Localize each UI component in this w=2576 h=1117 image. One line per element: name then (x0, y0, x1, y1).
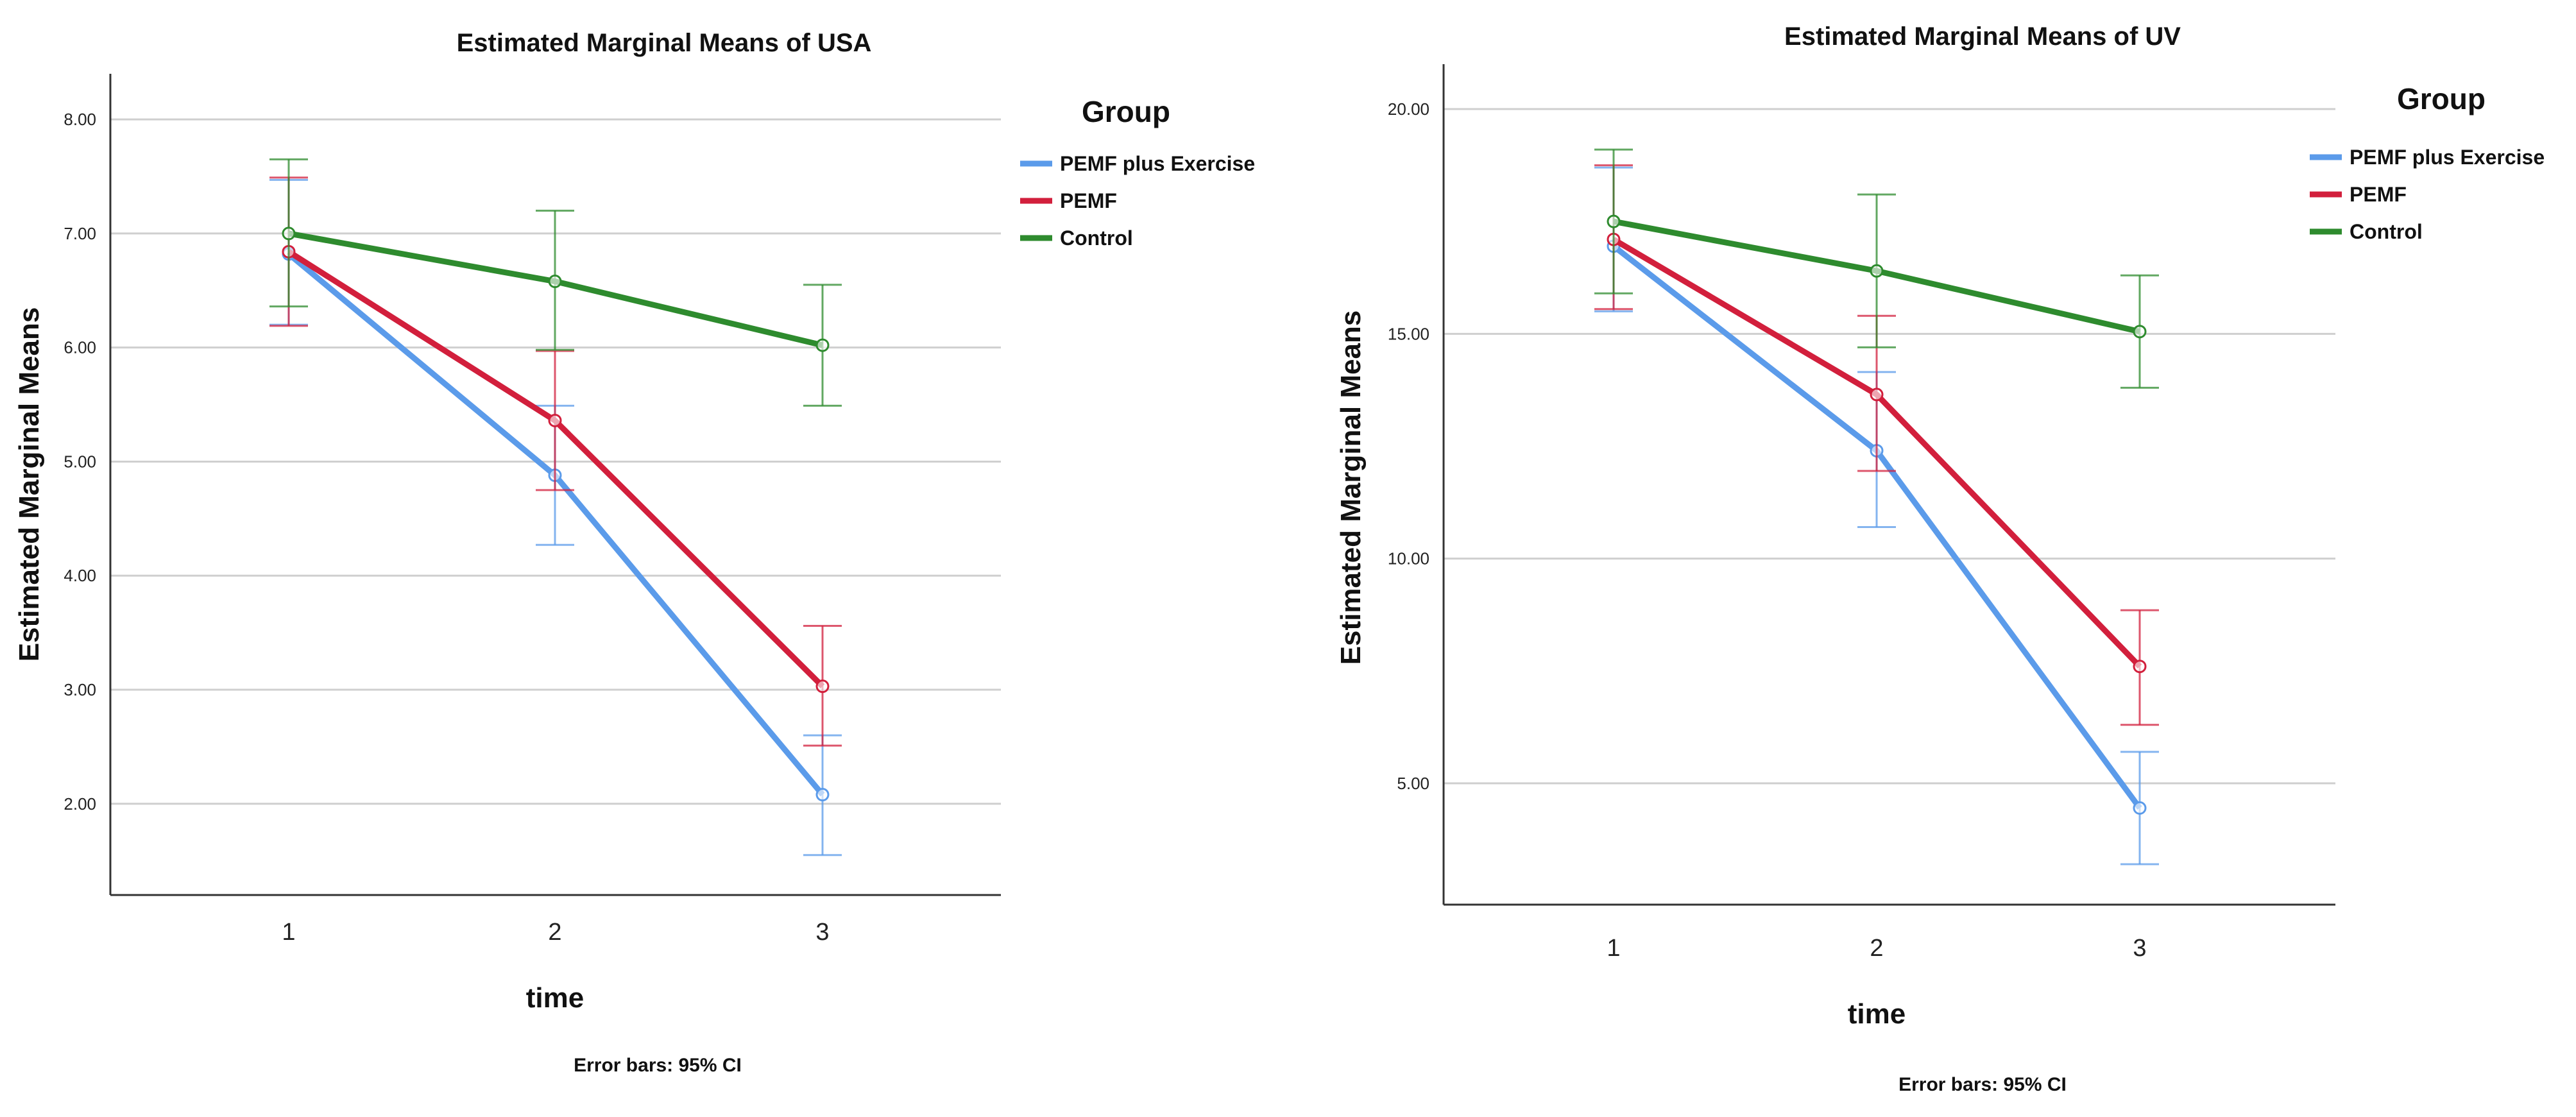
data-point-control (1870, 264, 1884, 278)
legend-label: PEMF (1060, 189, 1117, 212)
chart-uv: Estimated Marginal Means of UV 5.00 10.00… (1335, 22, 2545, 1095)
data-point-pemf-plus-exercise (2133, 801, 2147, 815)
x-tick-label: 1 (282, 919, 295, 946)
data-point-control (2133, 325, 2147, 339)
x-tick-label: 3 (2133, 935, 2146, 962)
y-tick-label: 10.00 (1388, 549, 1429, 568)
legend-label: PEMF plus Exercise (1060, 152, 1255, 175)
legend-title: Group (1082, 95, 1170, 128)
legend-label: Control (2350, 220, 2423, 243)
chart-title: Estimated Marginal Means of USA (457, 29, 872, 57)
y-axis-label: Estimated Marginal Means (1335, 311, 1367, 665)
y-tick-label: 3.00 (64, 680, 96, 699)
x-axis-label: time (526, 982, 584, 1014)
y-tick-label: 7.00 (64, 224, 96, 243)
x-tick-label: 1 (1607, 935, 1620, 962)
chart-usa: Estimated Marginal Means of USA 2.00 3.00… (13, 29, 1255, 1076)
x-tick-label: 2 (548, 919, 561, 946)
y-tick-label: 15.00 (1388, 324, 1429, 343)
data-point-control (815, 338, 830, 352)
data-point-pemf (548, 413, 562, 427)
y-tick-label: 4.00 (64, 566, 96, 585)
y-tick-label: 2.00 (64, 794, 96, 814)
y-tick-label: 8.00 (64, 110, 96, 129)
data-point-pemf-plus-exercise (815, 788, 830, 802)
data-point-pemf (1870, 388, 1884, 402)
data-point-control (548, 275, 562, 289)
data-point-control (282, 226, 296, 241)
y-tick-label: 6.00 (64, 338, 96, 357)
error-bars-note: Error bars: 95% CI (1898, 1074, 2067, 1095)
legend-label: PEMF plus Exercise (2350, 146, 2545, 169)
y-axis-label: Estimated Marginal Means (13, 307, 45, 662)
legend-label: Control (1060, 226, 1133, 250)
legend-title: Group (2397, 82, 2486, 115)
data-point-pemf (2133, 660, 2147, 674)
y-tick-label: 5.00 (1397, 774, 1429, 793)
data-point-pemf (815, 679, 830, 694)
x-tick-label: 2 (1870, 935, 1883, 962)
y-tick-label: 5.00 (64, 452, 96, 471)
y-tick-label: 20.00 (1388, 99, 1429, 119)
error-bars-note: Error bars: 95% CI (574, 1055, 742, 1076)
data-point-control (1607, 214, 1621, 228)
legend-label: PEMF (2350, 183, 2407, 206)
x-axis-label: time (1848, 998, 1906, 1030)
x-tick-label: 3 (815, 919, 829, 946)
chart-title: Estimated Marginal Means of UV (1784, 22, 2181, 51)
